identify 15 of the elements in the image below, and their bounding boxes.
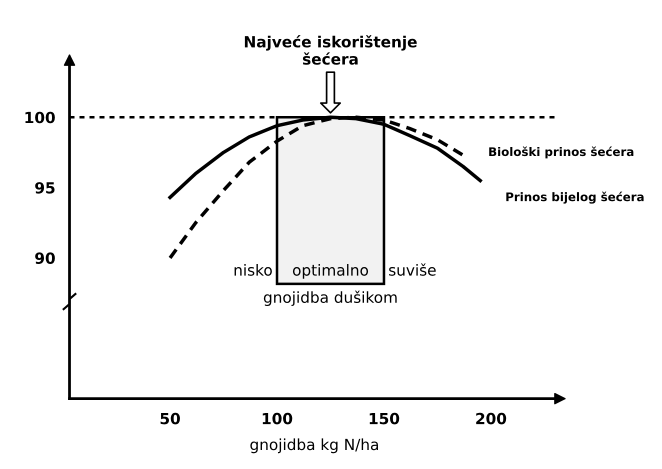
y-tick-label: 95 bbox=[35, 182, 55, 194]
annotation: nisko bbox=[234, 264, 272, 276]
annotation: gnojidba dušikom bbox=[264, 290, 397, 306]
x-tick-label: 100 bbox=[262, 412, 292, 424]
x-tick-label: 50 bbox=[160, 412, 180, 424]
x-axis-title: gnojidba kg N/ha bbox=[250, 438, 378, 454]
annotation: suviše bbox=[389, 263, 436, 276]
band-label: optimalno bbox=[292, 264, 368, 279]
text: Biološki prinos šećera bbox=[489, 146, 634, 158]
annotation: Najveće iskorištenje šećera bbox=[244, 35, 417, 65]
text: Prinos bijelog šećera bbox=[506, 192, 644, 204]
x-tick-label: 150 bbox=[370, 412, 400, 424]
y-tick-label: 100 bbox=[25, 112, 55, 124]
y-tick-label: 90 bbox=[35, 252, 55, 264]
x-tick-label: 200 bbox=[476, 412, 506, 424]
